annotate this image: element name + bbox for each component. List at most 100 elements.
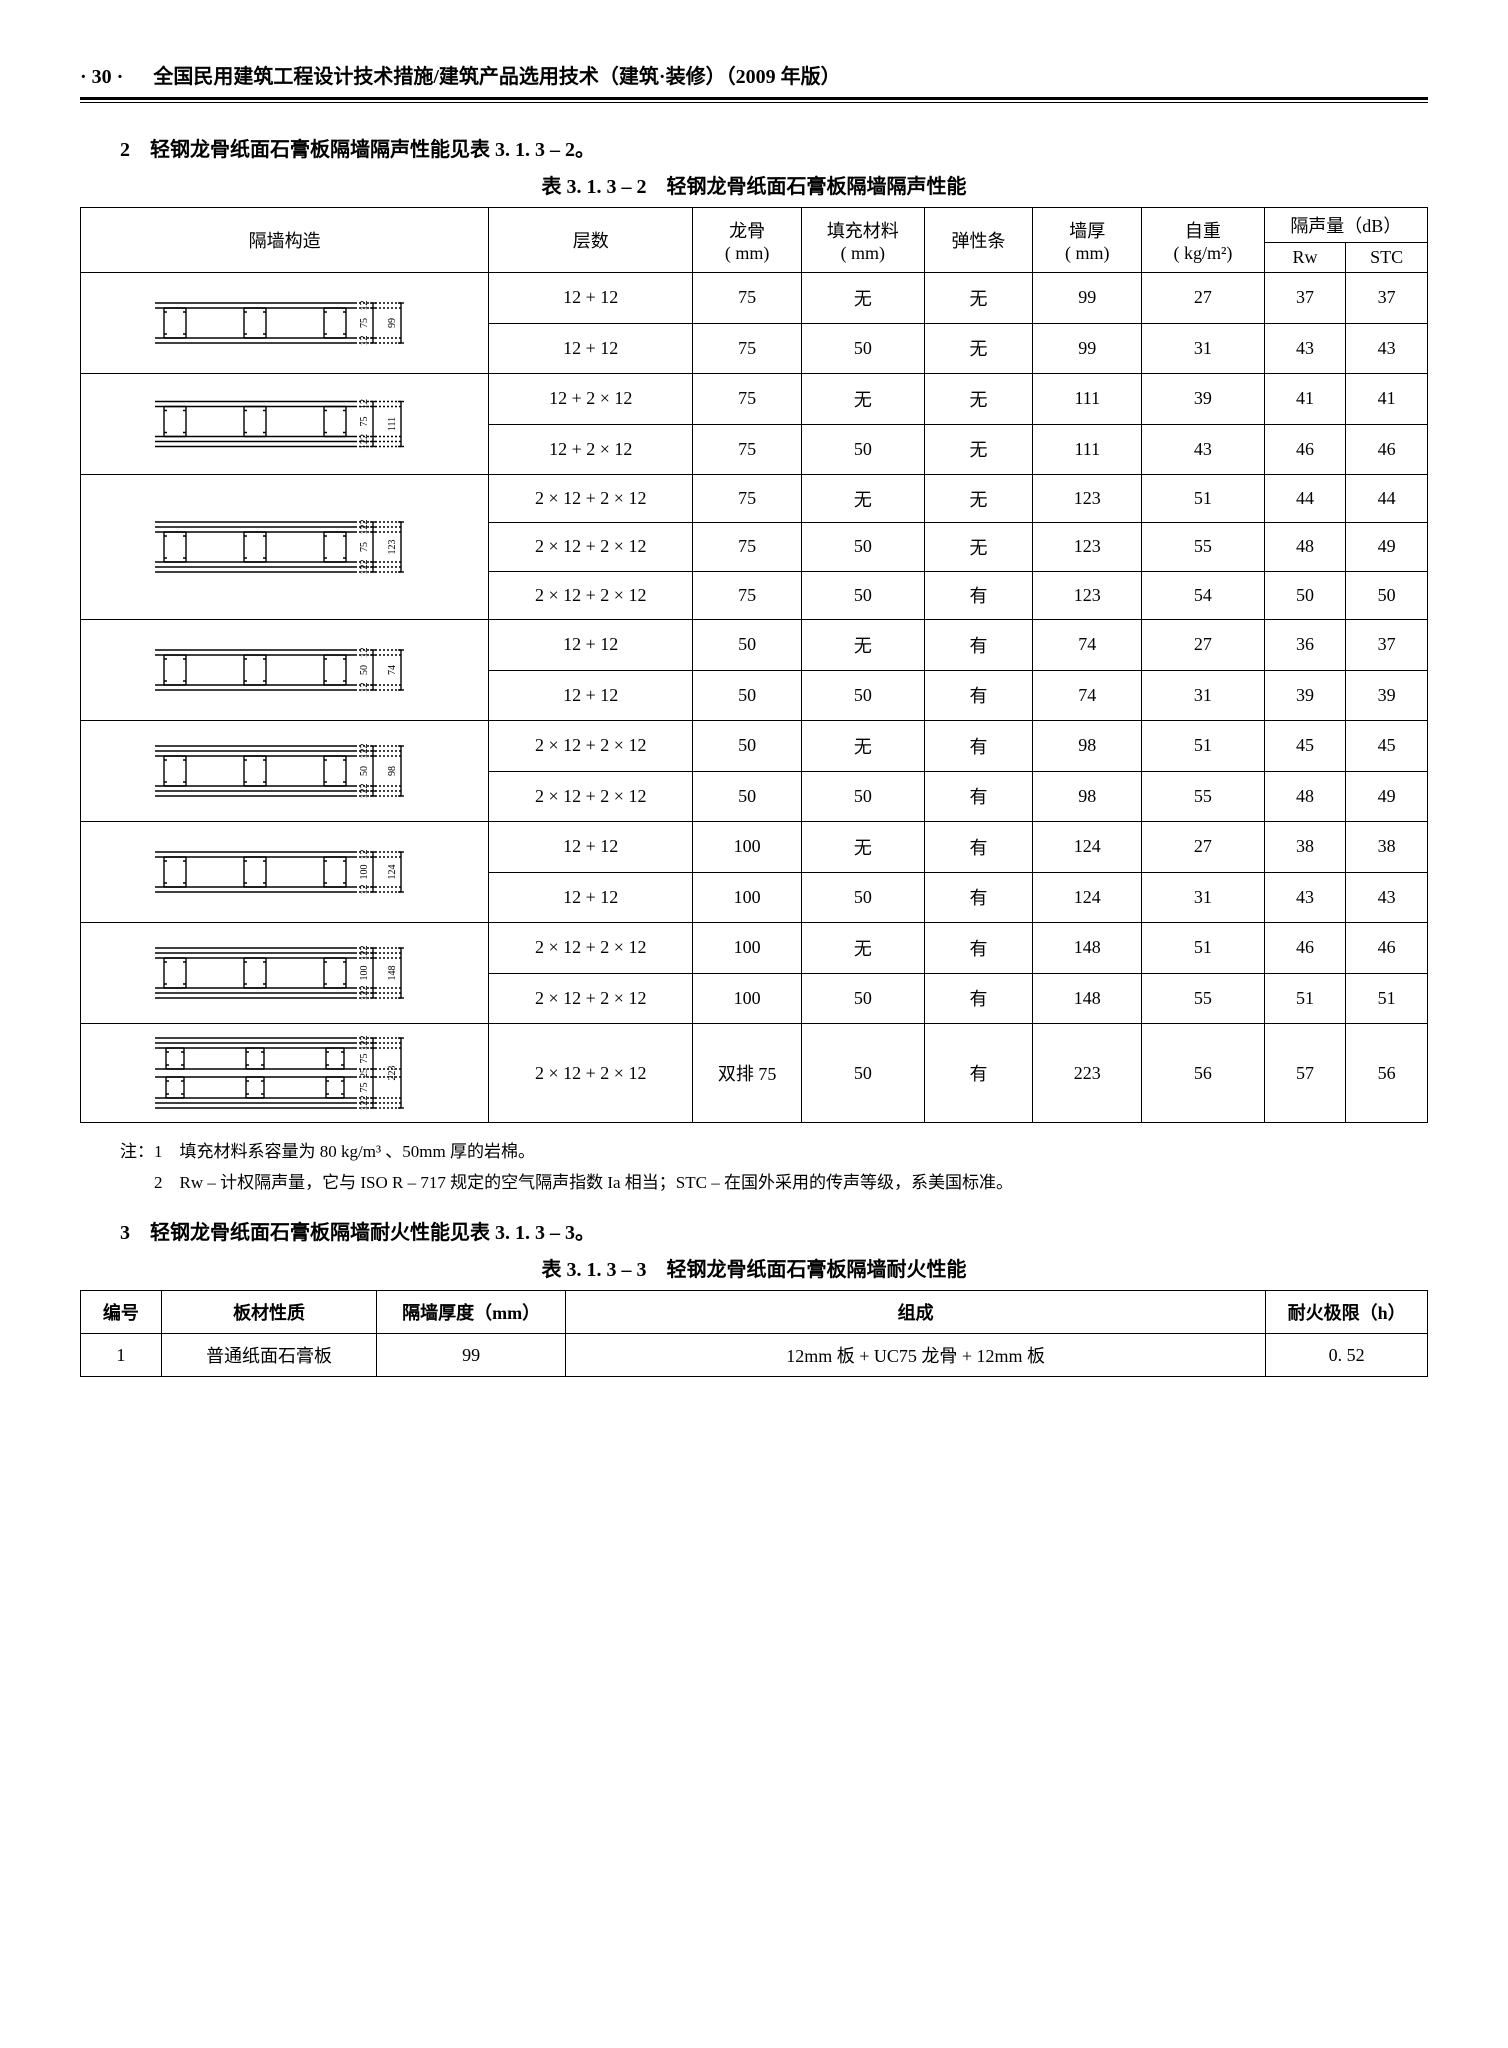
table-notes: 注：1 填充材料系容量为 80 kg/m³ 、50mm 厚的岩棉。 2 Rw –… [120,1137,1428,1198]
section-lead-2: 2 轻钢龙骨纸面石膏板隔墙隔声性能见表 3. 1. 3 – 2。 [120,133,1428,162]
cell-keel: 100 [693,872,802,923]
table-row: 1275129912 + 1275无无99273737 [81,273,1428,324]
note-item: 2 Rw – 计权隔声量，它与 ISO R – 717 规定的空气隔声指数 Ia… [120,1168,1428,1199]
section-lead-3: 3 轻钢龙骨纸面石膏板隔墙耐火性能见表 3. 1. 3 – 3。 [120,1216,1428,1245]
table-head-row: 编号 板材性质 隔墙厚度（mm） 组成 耐火极限（h） [81,1291,1428,1334]
note-label: 注：1 [120,1137,180,1168]
cell-rw: 43 [1264,323,1346,374]
diagram-cell: 12121001212148 [81,923,489,1024]
cell-strip: 有 [924,872,1033,923]
svg-text:12: 12 [359,1101,370,1111]
cell-weight: 31 [1142,670,1264,721]
cell-keel: 75 [693,323,802,374]
table-2-title: 表 3. 1. 3 – 3 轻钢龙骨纸面石膏板隔墙耐火性能 [80,1253,1428,1282]
cell-composition: 12mm 板 + UC75 龙骨 + 12mm 板 [565,1334,1265,1377]
cell-keel: 75 [693,424,802,475]
cell-strip: 无 [924,424,1033,475]
cell-keel: 75 [693,571,802,619]
cell-strip: 有 [924,670,1033,721]
col-layers: 层数 [489,208,693,273]
cell-stc: 45 [1346,721,1428,772]
cell-fill: 50 [802,523,924,571]
cell-rw: 37 [1264,273,1346,324]
diagram-cell: 12 75 12 99 [81,273,489,374]
svg-text:12: 12 [359,525,370,535]
cell-fill: 50 [802,670,924,721]
cell-fill: 无 [802,923,924,974]
note-item: 注：1 填充材料系容量为 80 kg/m³ 、50mm 厚的岩棉。 [120,1137,1428,1168]
cell-stc: 38 [1346,822,1428,873]
cell-weight: 27 [1142,620,1264,671]
svg-text:75: 75 [359,542,370,552]
cell-layers: 2 × 12 + 2 × 12 [489,571,693,619]
cell-thick: 111 [1033,424,1142,475]
diagram-cell: 12127525751212223 [81,1024,489,1123]
cell-stc: 50 [1346,571,1428,619]
cell-fill: 无 [802,475,924,523]
col-stc: STC [1346,243,1428,273]
col-thick: 隔墙厚度（mm） [377,1291,566,1334]
svg-text:99: 99 [387,318,398,328]
table-row: 121001212412 + 12100无有124273838 [81,822,1428,873]
cell-weight: 54 [1142,571,1264,619]
col-fill: 填充材料( mm) [802,208,924,273]
svg-text:12: 12 [359,1041,370,1051]
cell-layers: 12 + 2 × 12 [489,424,693,475]
cell-layers: 12 + 2 × 12 [489,374,693,425]
svg-text:12: 12 [359,336,370,346]
svg-text:75: 75 [359,318,370,328]
svg-text:111: 111 [387,417,398,431]
svg-text:12: 12 [359,301,370,311]
cell-rw: 39 [1264,670,1346,721]
cell-stc: 46 [1346,923,1428,974]
cell-keel: 75 [693,273,802,324]
cell-fill: 50 [802,973,924,1024]
cell-thick: 123 [1033,571,1142,619]
cell-rw: 48 [1264,523,1346,571]
cell-fill: 50 [802,424,924,475]
wall-section-diagram: 1210012124 [145,828,425,916]
col-strip: 弹性条 [924,208,1033,273]
wall-section-diagram: 12127525751212223 [145,1030,425,1116]
cell-keel: 50 [693,620,802,671]
svg-text:124: 124 [387,865,398,880]
cell-strip: 无 [924,523,1033,571]
diagram-cell: 12751212111 [81,374,489,475]
cell-fill: 无 [802,374,924,425]
cell-rw: 38 [1264,822,1346,873]
col-fire: 耐火极限（h） [1266,1291,1428,1334]
cell-weight: 55 [1142,523,1264,571]
cell-stc: 43 [1346,872,1428,923]
cell-layers: 2 × 12 + 2 × 12 [489,1024,693,1123]
table-row: 1275121211112 + 2 × 1275无无111394141 [81,374,1428,425]
diagram-cell: 121250121298 [81,721,489,822]
svg-text:148: 148 [387,966,398,981]
cell-weight: 27 [1142,273,1264,324]
cell-weight: 51 [1142,475,1264,523]
cell-keel: 50 [693,771,802,822]
cell-keel: 双排 75 [693,1024,802,1123]
svg-text:74: 74 [387,665,398,675]
svg-text:12: 12 [359,683,370,693]
cell-rw: 46 [1264,923,1346,974]
cell-rw: 46 [1264,424,1346,475]
cell-weight: 55 [1142,771,1264,822]
cell-fill: 50 [802,571,924,619]
cell-fill: 无 [802,620,924,671]
col-material: 板材性质 [161,1291,377,1334]
cell-rw: 43 [1264,872,1346,923]
cell-thick: 111 [1033,374,1142,425]
wall-section-diagram: 12751212111 [145,380,425,468]
svg-text:12: 12 [359,885,370,895]
cell-stc: 49 [1346,523,1428,571]
cell-stc: 46 [1346,424,1428,475]
svg-text:223: 223 [387,1066,398,1081]
svg-text:75: 75 [359,1054,370,1064]
cell-stc: 51 [1346,973,1428,1024]
table-row: 121275257512122232 × 12 + 2 × 12双排 7550有… [81,1024,1428,1123]
cell-strip: 无 [924,374,1033,425]
cell-layers: 12 + 12 [489,620,693,671]
table-fire-resistance: 编号 板材性质 隔墙厚度（mm） 组成 耐火极限（h） 1普通纸面石膏板9912… [80,1290,1428,1377]
cell-strip: 无 [924,475,1033,523]
diagram-cell: 1210012124 [81,822,489,923]
